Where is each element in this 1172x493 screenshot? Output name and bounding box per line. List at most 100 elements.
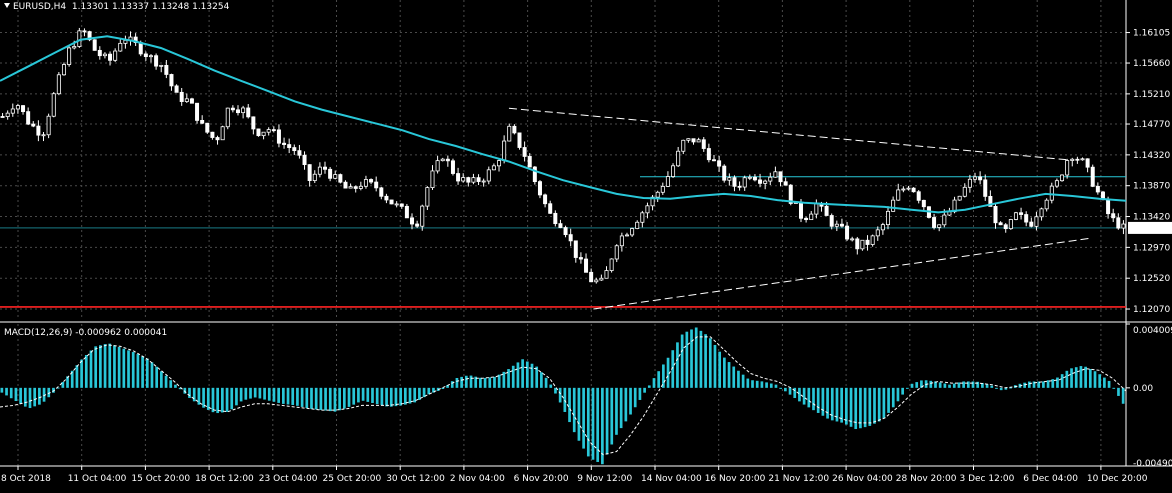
- macd-histogram-bar: [1051, 379, 1055, 388]
- macd-histogram-bar: [488, 377, 492, 388]
- macd-histogram-bar: [216, 387, 220, 414]
- candle-body: [635, 221, 640, 229]
- macd-histogram-bar: [985, 384, 989, 388]
- macd-histogram-bar: [267, 387, 271, 401]
- macd-histogram-bar: [253, 387, 257, 398]
- candle-body: [1049, 185, 1054, 201]
- macd-histogram-bar: [380, 387, 384, 406]
- candle-body: [92, 39, 97, 51]
- candle-body: [189, 98, 194, 104]
- macd-histogram-bar: [80, 359, 83, 388]
- macd-histogram-bar: [835, 387, 839, 422]
- candle-body: [133, 36, 138, 44]
- candle-body: [491, 165, 496, 171]
- macd-histogram-bar: [610, 387, 614, 445]
- main-chart-header: EURUSD,H4 1.13301 1.13337 1.13248 1.1325…: [4, 2, 229, 12]
- macd-histogram-bar: [422, 387, 426, 398]
- candle-body: [886, 210, 891, 226]
- candle-body: [1095, 185, 1100, 193]
- macd-histogram-bar: [23, 387, 27, 407]
- macd-histogram-bar: [741, 374, 745, 388]
- candle-body: [747, 176, 752, 179]
- candle-body: [512, 125, 517, 134]
- macd-histogram-bar: [638, 387, 642, 400]
- candle-body: [967, 178, 972, 188]
- macd-histogram-bar: [413, 387, 417, 403]
- candle-body: [829, 215, 834, 227]
- candle-body: [1085, 158, 1090, 168]
- candle-body: [297, 150, 302, 156]
- candle-body: [374, 181, 379, 189]
- candle-body: [5, 112, 10, 117]
- candle-body: [77, 30, 82, 47]
- candle-body: [138, 42, 143, 55]
- candle-body: [1111, 213, 1116, 219]
- macd-histogram-bar: [464, 375, 468, 388]
- candle-body: [553, 212, 558, 225]
- candle-body: [1121, 223, 1126, 229]
- macd-histogram-bar: [441, 387, 445, 390]
- candle-body: [46, 115, 51, 136]
- macd-histogram-bar: [328, 387, 332, 412]
- candle-body: [957, 195, 962, 201]
- macd-histogram-bar: [774, 384, 778, 388]
- candle-body: [56, 74, 61, 95]
- candle-body: [573, 240, 578, 258]
- menu-triangle-icon[interactable]: [4, 3, 10, 8]
- candle-body: [773, 171, 778, 178]
- candle-body: [1044, 199, 1049, 210]
- candle-body: [36, 125, 41, 136]
- candle-body: [532, 166, 537, 183]
- macd-histogram-bar: [211, 387, 215, 413]
- macd-histogram-bar: [432, 387, 435, 393]
- macd-histogram-bar: [746, 378, 750, 388]
- macd-histogram-bar: [235, 387, 238, 406]
- candle-body: [410, 217, 415, 225]
- macd-histogram-bar: [643, 387, 646, 393]
- time-tick-label: 10 Dec 20:00: [1087, 474, 1148, 484]
- macd-histogram-bar: [296, 387, 299, 406]
- candle-body: [399, 203, 404, 207]
- macd-histogram-bar: [1060, 374, 1064, 388]
- price-tick-label: 1.12070: [1133, 305, 1170, 315]
- macd-histogram-bar: [1027, 381, 1031, 388]
- candle-body: [148, 55, 153, 58]
- time-tick-label: 26 Nov 04:00: [832, 474, 893, 484]
- candle-body: [353, 186, 358, 189]
- macd-histogram-bar: [929, 380, 933, 388]
- macd-histogram-bar: [601, 387, 604, 465]
- macd-histogram-bar: [394, 387, 398, 407]
- candle-body: [82, 30, 87, 33]
- macd-histogram-bar: [206, 387, 210, 410]
- macd-histogram-bar: [314, 387, 318, 410]
- candle-body: [118, 42, 123, 52]
- candle-body: [624, 234, 629, 237]
- macd-histogram-bar: [943, 383, 947, 388]
- macd-histogram-bar: [66, 376, 69, 388]
- macd-histogram-bar: [239, 387, 243, 402]
- macd-histogram-bar: [1088, 368, 1092, 388]
- candle-body: [307, 164, 312, 181]
- macd-histogram-bar: [333, 387, 337, 412]
- candle-body: [737, 185, 742, 188]
- candle-body: [471, 177, 476, 183]
- macd-histogram-bar: [718, 351, 722, 388]
- macd-histogram-bar: [1107, 380, 1111, 388]
- macd-histogram-bar: [0, 387, 4, 393]
- macd-histogram-bar: [690, 329, 693, 388]
- candle-body: [287, 144, 292, 148]
- macd-histogram-bar: [572, 387, 576, 433]
- candle-body: [1029, 221, 1034, 227]
- macd-histogram-bar: [483, 377, 487, 388]
- macd-histogram-bar: [89, 350, 93, 388]
- candle-body: [640, 212, 645, 223]
- upper-trend-line: [508, 107, 1067, 161]
- macd-histogram-bar: [469, 375, 473, 388]
- macd-histogram-bar: [272, 387, 276, 402]
- candle-body: [1075, 158, 1080, 161]
- candle-body: [195, 102, 200, 121]
- macd-histogram-bar: [127, 350, 130, 388]
- candle-body: [1070, 158, 1075, 161]
- candle-body: [522, 147, 527, 157]
